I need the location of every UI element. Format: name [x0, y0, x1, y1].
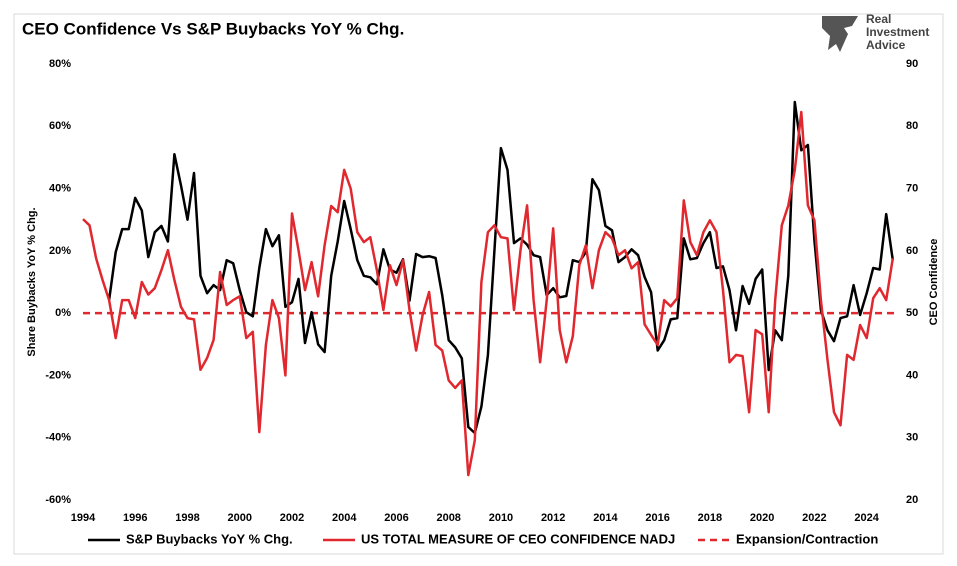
brand-logo: Real Investment Advice — [822, 12, 929, 52]
x-tick-label: 2016 — [645, 512, 669, 524]
x-tick-label: 2002 — [280, 512, 304, 524]
x-tick-label: 2010 — [489, 512, 513, 524]
y2-tick-label: 80 — [906, 120, 918, 132]
y2-tick-label: 90 — [906, 58, 918, 70]
y-tick-label: 20% — [49, 245, 71, 257]
legend-label: Expansion/Contraction — [736, 531, 878, 546]
brand-text: Real — [866, 12, 891, 26]
x-tick-label: 2000 — [227, 512, 251, 524]
x-tick-label: 2024 — [854, 512, 879, 524]
y-tick-label: 0% — [55, 307, 71, 319]
y-tick-label: 40% — [49, 182, 71, 194]
x-tick-label: 2004 — [332, 512, 357, 524]
frame — [13, 13, 944, 555]
y2-axis-label: CEO Confidence — [928, 239, 940, 326]
x-tick-label: 1998 — [175, 512, 199, 524]
y2-tick-label: 20 — [906, 494, 918, 506]
logo-icon — [822, 16, 858, 52]
x-tick-label: 2020 — [750, 512, 774, 524]
x-tick-label: 2014 — [593, 512, 618, 524]
series-line — [107, 100, 895, 435]
y-tick-label: 80% — [49, 58, 71, 70]
y-tick-label: -40% — [45, 432, 71, 444]
y-tick-label: -20% — [45, 369, 71, 381]
brand-text: Advice — [866, 38, 906, 52]
y-tick-label: -60% — [45, 494, 71, 506]
y2-tick-label: 50 — [906, 307, 918, 319]
y2-tick-label: 70 — [906, 182, 918, 194]
x-tick-label: 1996 — [123, 512, 147, 524]
x-tick-label: 2022 — [802, 512, 826, 524]
y-tick-label: 60% — [49, 120, 71, 132]
legend-label: US TOTAL MEASURE OF CEO CONFIDENCE NADJ — [361, 531, 675, 546]
x-tick-label: 1994 — [71, 512, 96, 524]
y2-tick-label: 60 — [906, 245, 918, 257]
x-tick-label: 2008 — [436, 512, 460, 524]
brand-text: Investment — [866, 25, 929, 39]
x-tick-label: 2018 — [698, 512, 722, 524]
x-tick-label: 2012 — [541, 512, 565, 524]
legend-label: S&P Buybacks YoY % Chg. — [126, 531, 293, 546]
y2-tick-label: 40 — [906, 369, 918, 381]
chart-title: CEO Confidence Vs S&P Buybacks YoY % Chg… — [22, 19, 404, 38]
x-tick-label: 2006 — [384, 512, 408, 524]
y2-tick-label: 30 — [906, 432, 918, 444]
y-axis-label: Share Buybacks YoY % Chg. — [26, 207, 38, 356]
series-line — [82, 110, 895, 477]
